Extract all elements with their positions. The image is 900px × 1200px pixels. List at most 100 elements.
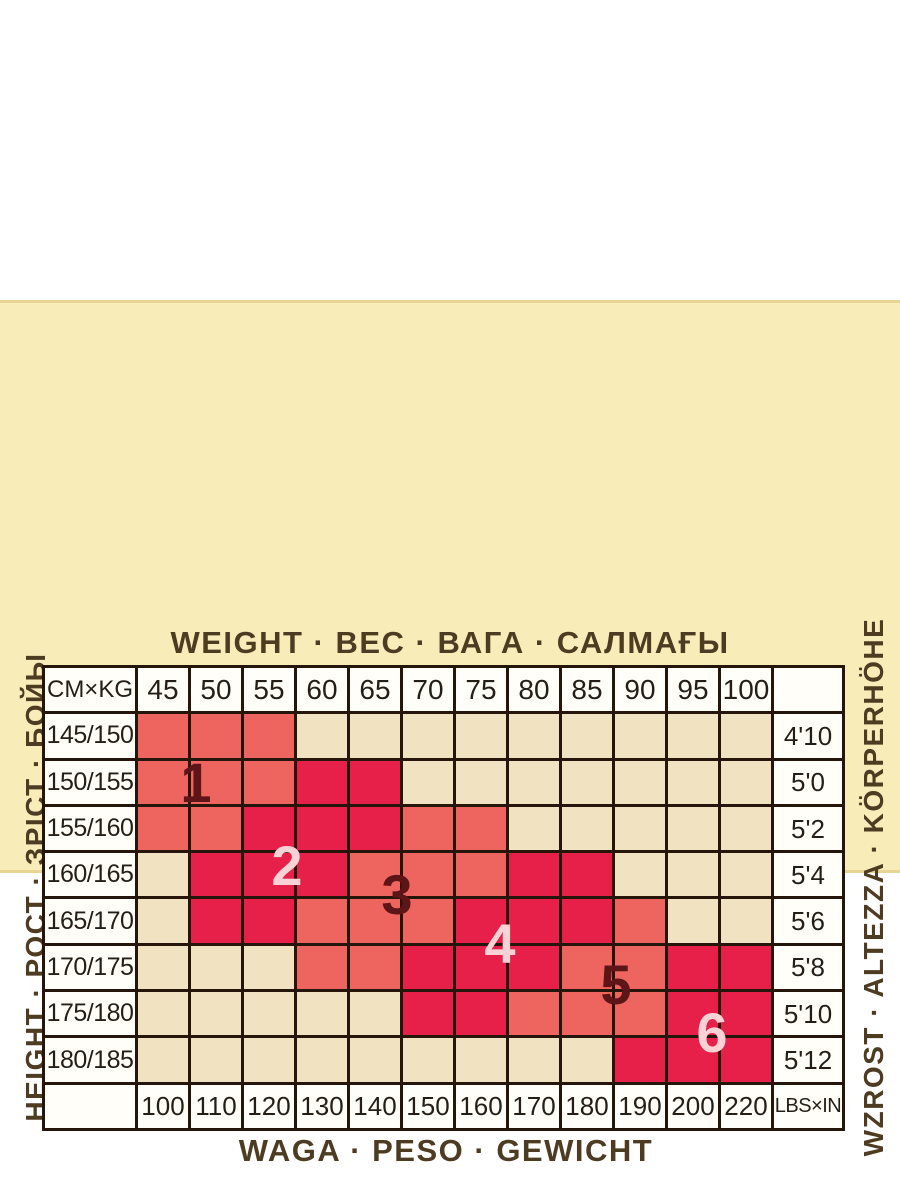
corner-cm-kg: CM×KG (45, 668, 135, 712)
grid-cell (562, 992, 612, 1036)
grid-cell (297, 1038, 347, 1082)
grid-cell (615, 992, 665, 1036)
grid-cell (138, 760, 188, 804)
grid-cell (138, 899, 188, 943)
grid-cell (403, 945, 453, 990)
grid-cell (509, 1038, 559, 1082)
grid-cell (456, 760, 506, 804)
grid-cell (562, 1038, 612, 1082)
height-cm-label: 160/165 (45, 853, 135, 897)
kg-header: 100 (721, 668, 771, 712)
grid-cell (509, 853, 559, 897)
grid-cell (403, 899, 453, 943)
size-chart-grid: CM×KG 45 50 55 60 65 70 75 80 85 90 95 100 145/150 4'1… (42, 665, 845, 1131)
grid-cell (350, 760, 400, 804)
grid-cell (297, 945, 347, 990)
grid-cell (721, 899, 771, 943)
height-cm-label: 155/160 (45, 806, 135, 851)
grid-cell (350, 899, 400, 943)
kg-header: 75 (456, 668, 506, 712)
grid-cell (721, 1038, 771, 1082)
lbs-footer: 160 (456, 1084, 506, 1128)
kg-header: 85 (562, 668, 612, 712)
height-cm-label: 150/155 (45, 760, 135, 804)
grid-cell (403, 760, 453, 804)
height-cm-label: 180/185 (45, 1038, 135, 1082)
weight-axis-title-bottom: WAGA · PESO · GEWICHT (238, 1133, 654, 1168)
grid-cell (350, 853, 400, 897)
grid-cell (721, 853, 771, 897)
grid-cell (668, 899, 718, 943)
grid-cell (562, 760, 612, 804)
kg-header: 80 (509, 668, 559, 712)
lbs-footer: 220 (721, 1084, 771, 1128)
grid-cell (244, 853, 294, 897)
grid-cell (297, 992, 347, 1036)
grid-cell (668, 760, 718, 804)
grid-cell (138, 1038, 188, 1082)
grid-cell (191, 899, 241, 943)
lbs-footer: 140 (350, 1084, 400, 1128)
grid-cell (297, 714, 347, 758)
grid-cell (350, 806, 400, 851)
blank-footer-cell (45, 1084, 135, 1128)
height-ftin-label: 5'10 (774, 992, 842, 1036)
grid-cell (138, 992, 188, 1036)
grid-cell (244, 1038, 294, 1082)
lbs-footer: 180 (562, 1084, 612, 1128)
kg-header: 45 (138, 668, 188, 712)
grid-cell (562, 945, 612, 990)
grid-cell (509, 945, 559, 990)
grid-cell (350, 1038, 400, 1082)
height-cm-label: 170/175 (45, 945, 135, 990)
grid-cell (456, 945, 506, 990)
grid-cell (403, 1038, 453, 1082)
lbs-footer: 110 (191, 1084, 241, 1128)
grid-cell (244, 992, 294, 1036)
grid-cell (244, 760, 294, 804)
grid-cell (456, 1038, 506, 1082)
grid-cell (403, 992, 453, 1036)
grid-cell (138, 806, 188, 851)
grid-cell (562, 806, 612, 851)
lbs-footer: 170 (509, 1084, 559, 1128)
lbs-footer: 150 (403, 1084, 453, 1128)
grid-cell (403, 853, 453, 897)
height-cm-label: 175/180 (45, 992, 135, 1036)
cream-card: WEIGHT · ВЕС · ВАГА · САЛМАҒЫ WAGA · PES… (0, 300, 900, 1168)
kg-header: 50 (191, 668, 241, 712)
grid-cell (721, 945, 771, 990)
lbs-footer: 120 (244, 1084, 294, 1128)
grid-cell (456, 853, 506, 897)
height-ftin-label: 5'6 (774, 899, 842, 943)
grid-cell (668, 806, 718, 851)
grid-cell (456, 992, 506, 1036)
height-ftin-label: 4'10 (774, 714, 842, 758)
grid-cell (456, 714, 506, 758)
grid-cell (244, 806, 294, 851)
kg-header: 60 (297, 668, 347, 712)
grid-cell (668, 714, 718, 758)
grid-cell (350, 714, 400, 758)
grid-cell (721, 806, 771, 851)
grid-cell (350, 992, 400, 1036)
lbs-footer: 100 (138, 1084, 188, 1128)
grid-cell (138, 945, 188, 990)
height-ftin-label: 5'8 (774, 945, 842, 990)
grid-cell (509, 992, 559, 1036)
grid-cell (509, 806, 559, 851)
grid-cell (350, 945, 400, 990)
lbs-footer: 200 (668, 1084, 718, 1128)
corner-lbs-in: LBS×IN (774, 1084, 842, 1128)
grid-cell (668, 853, 718, 897)
height-cm-label: 165/170 (45, 899, 135, 943)
grid-cell (615, 945, 665, 990)
kg-header: 70 (403, 668, 453, 712)
kg-header: 90 (615, 668, 665, 712)
grid-cell (138, 714, 188, 758)
grid-cell (668, 1038, 718, 1082)
grid-cell (615, 714, 665, 758)
lbs-footer: 130 (297, 1084, 347, 1128)
grid-cell (509, 760, 559, 804)
grid-cell (191, 760, 241, 804)
